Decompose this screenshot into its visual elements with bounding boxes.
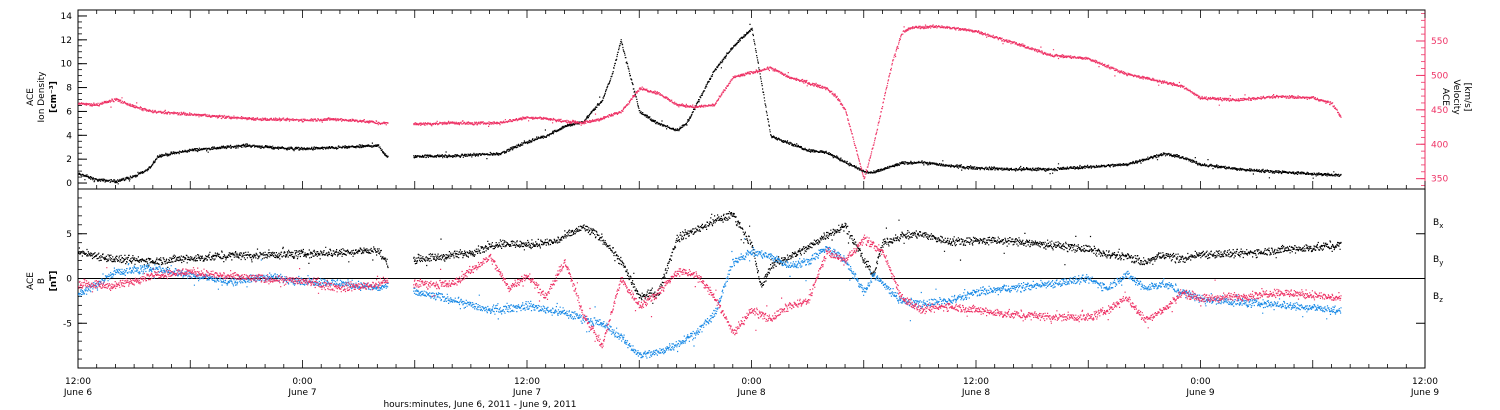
ytick-label-left-1-1: 0 — [66, 275, 72, 285]
legend-bz-main: B — [1433, 292, 1439, 302]
ytick-label-left-0-5: 10 — [61, 60, 73, 70]
legend-bx: Bx — [1433, 218, 1443, 230]
xtick-time-6: 12:00 — [1412, 377, 1438, 387]
xtick-date-1: June 7 — [287, 388, 316, 398]
top-ylabel-left-line1: ACE — [26, 88, 36, 106]
xtick-date-5: June 9 — [1185, 388, 1214, 398]
legend-by-sub: y — [1439, 259, 1443, 267]
top-ylabel-left-line3: [cm⁻³] — [49, 81, 59, 113]
ytick-label-left-0-1: 2 — [66, 155, 72, 165]
legend-by: By — [1433, 255, 1443, 267]
xtick-date-3: June 8 — [736, 388, 765, 398]
xtick-time-2: 12:00 — [514, 377, 540, 387]
bottom-ylabel-left-line3: [nT] — [49, 271, 59, 292]
top-ylabel-left-line2: Ion Density — [37, 71, 47, 123]
xtick-date-6: June 9 — [1410, 388, 1439, 398]
xtick-time-4: 12:00 — [963, 377, 989, 387]
top-ylabel-right-line1: ACE — [1440, 88, 1450, 106]
legend-bx-main: B — [1433, 218, 1439, 228]
series-points-1-2 — [78, 234, 1342, 349]
bottom-ylabel-left-line1: ACE — [26, 272, 36, 290]
ytick-label-right-3: 500 — [1431, 71, 1448, 81]
legend-bz-sub: z — [1439, 296, 1443, 304]
series-1-2 — [78, 234, 1342, 349]
xtick-time-1: 0:00 — [292, 377, 312, 387]
top-ylabel-right-line3: [km/s] — [1462, 83, 1472, 112]
legend-bx-sub: x — [1439, 222, 1443, 230]
xtick-date-2: June 7 — [512, 388, 541, 398]
legend-by-main: B — [1433, 255, 1439, 265]
ytick-label-right-2: 450 — [1431, 106, 1448, 116]
x-axis-label: hours:minutes, June 6, 2011 - June 9, 20… — [383, 400, 576, 410]
ytick-label-right-4: 550 — [1431, 37, 1448, 47]
ytick-label-left-0-6: 12 — [61, 36, 72, 46]
xtick-date-0: June 6 — [63, 388, 92, 398]
xtick-time-3: 0:00 — [741, 377, 761, 387]
bottom-ylabel-left-line2: B — [37, 278, 47, 284]
ytick-label-left-0-7: 14 — [61, 12, 73, 22]
xtick-date-4: June 8 — [961, 388, 990, 398]
ytick-label-right-0: 350 — [1431, 175, 1448, 185]
ytick-label-left-0-2: 4 — [66, 131, 72, 141]
ytick-label-left-1-2: 5 — [66, 230, 72, 240]
ytick-label-left-0-0: 0 — [66, 179, 72, 189]
legend-bz: Bz — [1433, 292, 1443, 304]
ytick-label-left-1-0: -5 — [63, 319, 72, 329]
xtick-time-0: 12:00 — [65, 377, 91, 387]
ytick-label-left-0-3: 6 — [66, 107, 72, 117]
ytick-label-left-0-4: 8 — [66, 84, 72, 94]
legend: Bx By Bz — [1433, 218, 1443, 304]
top-ylabel-right-line2: Velocity — [1451, 79, 1461, 115]
ytick-label-right-1: 400 — [1431, 140, 1448, 150]
xtick-time-5: 0:00 — [1190, 377, 1210, 387]
